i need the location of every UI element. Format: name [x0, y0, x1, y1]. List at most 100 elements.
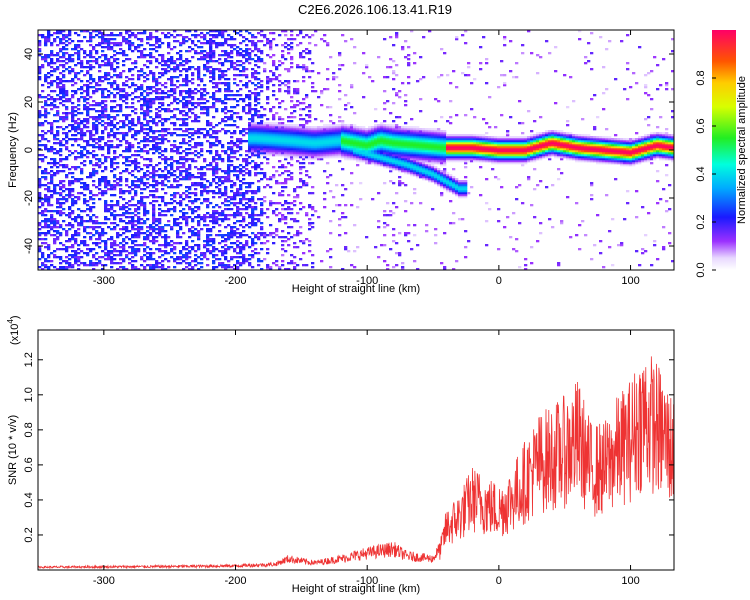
heatmap-cell [257, 186, 261, 189]
heatmap-cell [185, 190, 189, 193]
heatmap-cell [197, 144, 201, 147]
heatmap-cell [62, 104, 66, 107]
heatmap-cell [242, 54, 246, 57]
heatmap-cell [248, 144, 252, 147]
heatmap-cell [224, 38, 228, 41]
heatmap-cell [116, 122, 120, 125]
heatmap-cell [248, 106, 252, 109]
heatmap-cell [143, 128, 147, 131]
heatmap-cell [98, 44, 102, 47]
heatmap-cell [338, 120, 342, 123]
heatmap-cell [44, 218, 48, 221]
heatmap-cell [143, 184, 147, 187]
heatmap-cell [44, 112, 48, 115]
heatmap-cell [251, 134, 255, 137]
heatmap-cell [134, 248, 138, 251]
heatmap-cell [137, 88, 141, 91]
heatmap-cell [53, 62, 57, 65]
heatmap-cell [200, 32, 204, 35]
heatmap-cell [149, 240, 153, 243]
heatmap-cell [290, 146, 294, 149]
heatmap-cell [191, 102, 195, 105]
heatmap-cell [110, 140, 114, 143]
heatmap-cell [182, 268, 186, 271]
heatmap-cell [302, 76, 306, 79]
heatmap-cell [224, 190, 228, 193]
heatmap-cell [125, 146, 129, 149]
heatmap-cell [311, 146, 315, 149]
heatmap-cell [209, 190, 213, 193]
heatmap-cell [38, 110, 42, 113]
heatmap-cell [305, 68, 309, 71]
heatmap-cell [113, 132, 117, 135]
heatmap-cell [287, 144, 291, 147]
heatmap-cell [137, 162, 141, 165]
heatmap-cell [194, 114, 198, 117]
heatmap-cell [80, 134, 84, 137]
heatmap-cell [65, 116, 69, 119]
heatmap-cell [74, 256, 78, 259]
heatmap-cell [227, 234, 231, 237]
heatmap-cell [134, 228, 138, 231]
heatmap-cell [101, 50, 105, 53]
heatmap-cell [365, 142, 369, 145]
heatmap-cell [113, 94, 117, 97]
heatmap-cell [347, 146, 351, 149]
heatmap-cell [206, 66, 210, 69]
heatmap-cell [119, 88, 123, 91]
heatmap-cell [113, 124, 117, 127]
heatmap-cell [104, 180, 108, 183]
heatmap-cell [179, 172, 183, 175]
heatmap-cell [125, 228, 129, 231]
heatmap-cell [104, 200, 108, 203]
heatmap-cell [143, 250, 147, 253]
heatmap-cell [329, 138, 333, 141]
heatmap-cell [89, 250, 93, 253]
heatmap-cell [281, 240, 285, 243]
heatmap-cell [227, 116, 231, 119]
heatmap-cell [50, 234, 54, 237]
heatmap-cell [155, 108, 159, 111]
heatmap-cell [179, 236, 183, 239]
heatmap-cell [305, 152, 309, 155]
heatmap-cell [107, 82, 111, 85]
heatmap-cell [116, 250, 120, 253]
heatmap-cell [206, 134, 210, 137]
heatmap-cell [263, 172, 267, 175]
heatmap-cell [164, 130, 168, 133]
heatmap-cell [311, 158, 315, 161]
heatmap-cell [194, 198, 198, 201]
heatmap-cell [92, 30, 96, 33]
heatmap-cell [182, 124, 186, 127]
heatmap-cell [128, 144, 132, 147]
heatmap-cell [152, 218, 156, 221]
heatmap-cell [185, 172, 189, 175]
heatmap-cell [254, 174, 258, 177]
heatmap-cell [134, 266, 138, 269]
heatmap-cell [143, 90, 147, 93]
heatmap-cell [326, 106, 330, 109]
heatmap-cell [203, 158, 207, 161]
heatmap-cell [197, 136, 201, 139]
heatmap-cell [143, 210, 147, 213]
heatmap-cell [176, 258, 180, 261]
heatmap-cell [92, 164, 96, 167]
heatmap-cell [80, 112, 84, 115]
heatmap-cell [302, 148, 306, 151]
heatmap-cell [308, 204, 312, 207]
heatmap-cell [287, 88, 291, 91]
heatmap-cell [275, 98, 279, 101]
heatmap-cell [221, 234, 225, 237]
heatmap-cell [41, 172, 45, 175]
heatmap-cell [224, 124, 228, 127]
heatmap-cell [224, 106, 228, 109]
heatmap-cell [89, 36, 93, 39]
heatmap-cell [224, 52, 228, 55]
heatmap-cell [149, 92, 153, 95]
heatmap-cell [158, 168, 162, 171]
heatmap-cell [173, 88, 177, 91]
heatmap-cell [185, 254, 189, 257]
heatmap-cell [44, 80, 48, 83]
heatmap-cell [38, 40, 42, 43]
heatmap-cell [203, 38, 207, 41]
